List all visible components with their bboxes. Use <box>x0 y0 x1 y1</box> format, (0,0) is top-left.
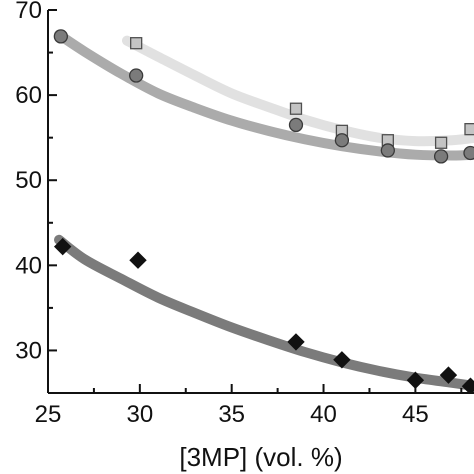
x-tick-label: 30 <box>126 401 153 428</box>
square-marker <box>130 37 143 50</box>
y-tick-label: 40 <box>15 252 42 279</box>
x-tick-label: 35 <box>218 401 245 428</box>
square-marker <box>434 136 448 149</box>
circle-marker <box>53 29 69 44</box>
diamond-marker <box>333 351 351 369</box>
diamond-marker <box>461 377 474 393</box>
y-tick-label: 30 <box>15 337 42 364</box>
axes: 25 30 35 40 45 30 40 50 60 70 <box>15 0 474 428</box>
fit-curve-squares <box>121 35 474 147</box>
fit-curve-diamonds <box>54 234 474 391</box>
square-marker <box>289 102 303 115</box>
fit-curves <box>54 29 474 391</box>
x-tick-label: 45 <box>402 401 429 428</box>
square-marker <box>464 123 474 136</box>
x-tick-label: 40 <box>310 401 337 428</box>
diamond-marker <box>439 366 458 384</box>
circle-marker <box>129 68 144 83</box>
circle-marker <box>334 133 350 148</box>
data-markers <box>53 29 474 393</box>
diamond-marker <box>287 333 305 351</box>
y-tick-label: 70 <box>15 0 42 24</box>
circle-marker <box>463 145 474 161</box>
y-tick-label: 60 <box>15 82 42 109</box>
x-axis-title: [3MP] (vol. %) <box>179 442 342 472</box>
fit-curve-circles <box>54 29 474 161</box>
x-tick-label: 25 <box>35 401 62 428</box>
circle-marker <box>433 149 449 164</box>
diamond-marker <box>129 251 147 269</box>
circle-marker <box>288 117 304 133</box>
y-tick-label: 50 <box>15 167 42 194</box>
diamond-marker <box>53 237 72 256</box>
circle-marker <box>380 143 395 158</box>
